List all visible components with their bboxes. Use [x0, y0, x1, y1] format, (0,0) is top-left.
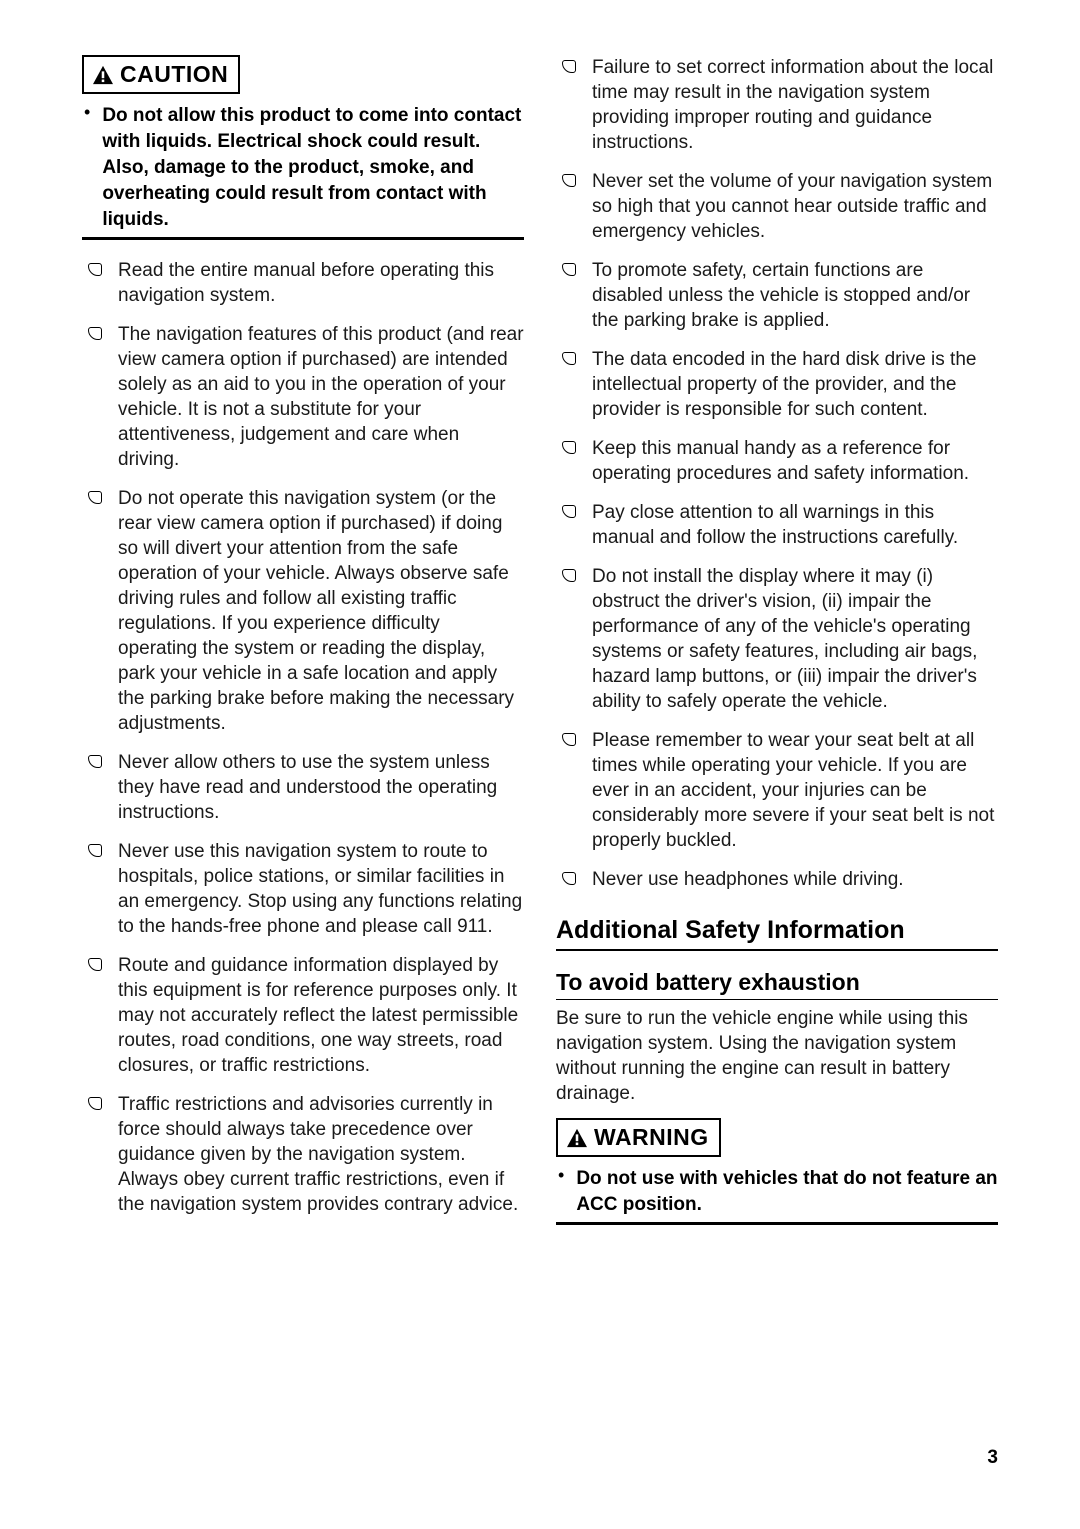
checkbox-marker-icon — [562, 733, 576, 746]
item-text: Do not operate this navigation system (o… — [118, 486, 524, 736]
list-item: Pay close attention to all warnings in t… — [556, 500, 998, 550]
item-text: To promote safety, certain functions are… — [592, 258, 998, 333]
list-item: Never allow others to use the system unl… — [82, 750, 524, 825]
warning-label: WARNING — [594, 1124, 709, 1151]
item-text: The navigation features of this product … — [118, 322, 524, 472]
checkbox-marker-icon — [562, 441, 576, 454]
list-item: Keep this manual handy as a reference fo… — [556, 436, 998, 486]
checkbox-marker-icon — [562, 569, 576, 582]
bullet-dot-icon: • — [558, 1163, 564, 1187]
two-column-layout: CAUTION • Do not allow this product to c… — [82, 55, 998, 1243]
item-text: Pay close attention to all warnings in t… — [592, 500, 998, 550]
item-text: Never allow others to use the system unl… — [118, 750, 524, 825]
battery-text: Be sure to run the vehicle engine while … — [556, 1006, 998, 1106]
caution-bullet-text: Do not allow this product to come into c… — [102, 103, 524, 233]
item-text: Failure to set correct information about… — [592, 55, 998, 155]
list-item: The data encoded in the hard disk drive … — [556, 347, 998, 422]
right-item-list: Failure to set correct information about… — [556, 55, 998, 892]
list-item: Never set the volume of your navigation … — [556, 169, 998, 244]
warning-block: WARNING • Do not use with vehicles that … — [556, 1118, 998, 1225]
item-text: Traffic restrictions and advisories curr… — [118, 1092, 524, 1217]
checkbox-marker-icon — [562, 263, 576, 276]
additional-safety-heading: Additional Safety Information — [556, 916, 998, 951]
warning-triangle-icon — [92, 65, 114, 85]
checkbox-marker-icon — [562, 505, 576, 518]
checkbox-marker-icon — [562, 352, 576, 365]
caution-block: CAUTION • Do not allow this product to c… — [82, 55, 524, 240]
item-text: Never set the volume of your navigation … — [592, 169, 998, 244]
list-item: The navigation features of this product … — [82, 322, 524, 472]
caution-bullet-row: • Do not allow this product to come into… — [82, 100, 524, 233]
battery-heading: To avoid battery exhaustion — [556, 969, 998, 1000]
checkbox-marker-icon — [88, 755, 102, 768]
item-text: Never use this navigation system to rout… — [118, 839, 524, 939]
warning-triangle-icon — [566, 1128, 588, 1148]
list-item: Failure to set correct information about… — [556, 55, 998, 155]
item-text: Route and guidance information displayed… — [118, 953, 524, 1078]
list-item: Do not operate this navigation system (o… — [82, 486, 524, 736]
bullet-dot-icon: • — [84, 100, 90, 124]
caution-box: CAUTION — [82, 55, 240, 94]
item-text: Never use headphones while driving. — [592, 867, 904, 892]
item-text: The data encoded in the hard disk drive … — [592, 347, 998, 422]
left-item-list: Read the entire manual before operating … — [82, 258, 524, 1217]
list-item: Please remember to wear your seat belt a… — [556, 728, 998, 853]
left-column: CAUTION • Do not allow this product to c… — [82, 55, 524, 1243]
item-text: Do not install the display where it may … — [592, 564, 998, 714]
right-column: Failure to set correct information about… — [556, 55, 998, 1243]
checkbox-marker-icon — [88, 327, 102, 340]
checkbox-marker-icon — [562, 60, 576, 73]
checkbox-marker-icon — [88, 491, 102, 504]
list-item: To promote safety, certain functions are… — [556, 258, 998, 333]
list-item: Never use headphones while driving. — [556, 867, 998, 892]
list-item: Do not install the display where it may … — [556, 564, 998, 714]
checkbox-marker-icon — [88, 1097, 102, 1110]
list-item: Read the entire manual before operating … — [82, 258, 524, 308]
warning-bullet-text: Do not use with vehicles that do not fea… — [576, 1166, 998, 1218]
item-text: Read the entire manual before operating … — [118, 258, 524, 308]
checkbox-marker-icon — [88, 958, 102, 971]
warning-box: WARNING — [556, 1118, 721, 1157]
warning-bullet-row: • Do not use with vehicles that do not f… — [556, 1163, 998, 1218]
checkbox-marker-icon — [562, 174, 576, 187]
checkbox-marker-icon — [88, 263, 102, 276]
checkbox-marker-icon — [562, 872, 576, 885]
item-text: Please remember to wear your seat belt a… — [592, 728, 998, 853]
checkbox-marker-icon — [88, 844, 102, 857]
page-number: 3 — [987, 1447, 998, 1469]
list-item: Never use this navigation system to rout… — [82, 839, 524, 939]
list-item: Traffic restrictions and advisories curr… — [82, 1092, 524, 1217]
list-item: Route and guidance information displayed… — [82, 953, 524, 1078]
caution-label: CAUTION — [120, 61, 228, 88]
item-text: Keep this manual handy as a reference fo… — [592, 436, 998, 486]
